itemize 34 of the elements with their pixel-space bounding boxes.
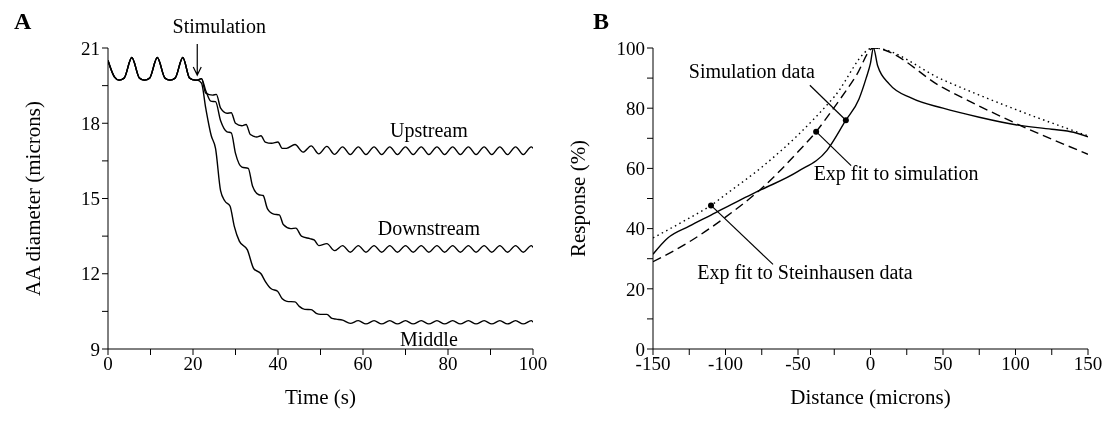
annotation: Simulation data (688, 59, 816, 82)
chart-title: A (14, 8, 32, 35)
x-axis-title: Time (s) (285, 385, 356, 409)
x-tick-label: 60 (353, 353, 373, 375)
y-tick-label: 21 (81, 37, 100, 59)
chart-title: B (593, 8, 610, 35)
y-tick-label: 12 (81, 263, 100, 285)
x-tick-label: 50 (933, 353, 953, 375)
y-tick-label: 9 (90, 338, 100, 360)
y-tick-label: 15 (81, 188, 100, 210)
series-label: Upstream (389, 119, 469, 143)
y-tick-label: 80 (626, 97, 645, 119)
series-label: Downstream (377, 216, 481, 239)
x-tick-label: -100 (708, 353, 743, 375)
annotation: Stimulation (172, 14, 266, 37)
x-tick-label: 40 (268, 353, 288, 375)
annotation: Exp fit to simulation (813, 162, 979, 186)
annotation: Exp fit to Steinhausen data (697, 261, 913, 285)
x-tick-label: -50 (785, 353, 811, 375)
x-tick-label: 100 (1001, 353, 1030, 375)
x-tick-label: 150 (1073, 353, 1103, 375)
y-axis-title: AA diameter (microns) (21, 101, 46, 296)
x-tick-label: 100 (518, 353, 548, 375)
y-tick-label: 20 (626, 278, 645, 300)
series-label: Middle (399, 327, 458, 350)
x-axis-title: Distance (microns) (790, 385, 951, 409)
y-axis-title: Response (%) (566, 139, 591, 258)
x-tick-label: 20 (183, 353, 203, 375)
y-tick-label: 18 (81, 113, 100, 134)
x-tick-label: 80 (438, 353, 458, 375)
y-tick-label: 100 (616, 37, 645, 59)
x-tick-label: 0 (865, 353, 876, 375)
y-tick-label: 60 (626, 158, 645, 180)
y-tick-label: 40 (626, 218, 645, 240)
